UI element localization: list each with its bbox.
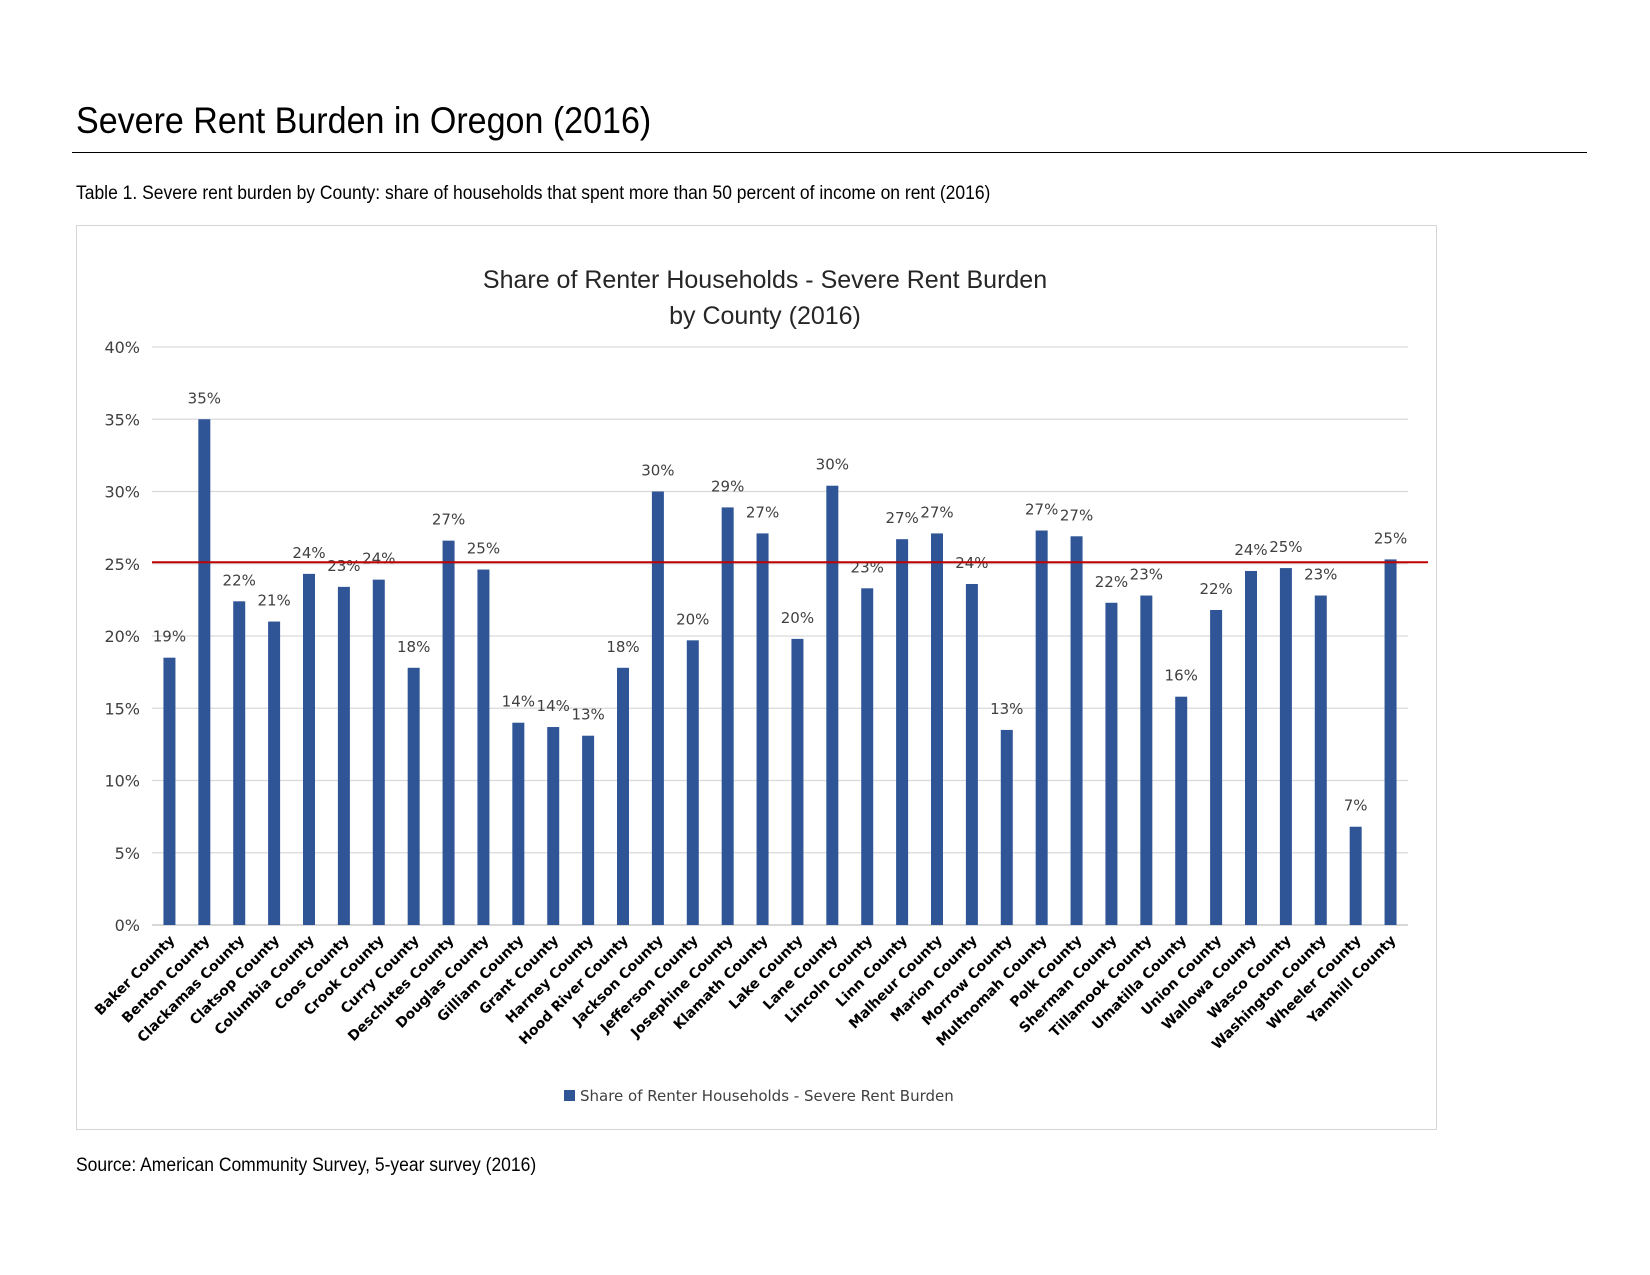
page-title: Severe Rent Burden in Oregon (2016) — [76, 100, 652, 141]
data-label: 22% — [1095, 573, 1128, 591]
data-label: 24% — [1234, 541, 1267, 559]
data-label: 35% — [188, 389, 221, 407]
table-caption: Table 1. Severe rent burden by County: s… — [76, 183, 991, 204]
bar — [1384, 559, 1397, 925]
y-tick-label: 5% — [115, 844, 140, 863]
bar — [442, 540, 455, 925]
data-label: 14% — [502, 693, 535, 711]
data-label: 19% — [153, 628, 186, 646]
bar — [198, 419, 211, 925]
bar — [372, 579, 385, 925]
data-label: 29% — [711, 477, 744, 495]
data-label: 16% — [1165, 667, 1198, 685]
y-tick-label: 20% — [104, 627, 140, 646]
bar — [163, 657, 176, 925]
bar — [1035, 530, 1048, 925]
bar — [1349, 826, 1362, 925]
bar — [1105, 602, 1118, 925]
bar — [756, 533, 769, 925]
data-label: 22% — [1199, 580, 1232, 598]
y-tick-label: 15% — [104, 699, 140, 718]
chart-title: Share of Renter Households - Severe Rent… — [310, 262, 1220, 334]
bar — [233, 601, 246, 925]
y-tick-label: 25% — [104, 555, 140, 574]
y-tick-label: 10% — [104, 772, 140, 791]
data-label: 23% — [851, 558, 884, 576]
source-note: Source: American Community Survey, 5-yea… — [76, 1155, 537, 1176]
data-label: 18% — [397, 638, 430, 656]
chart-title-line-1: Share of Renter Households - Severe Rent… — [482, 266, 1048, 294]
data-label: 25% — [467, 540, 500, 558]
bar — [407, 667, 420, 925]
data-label: 20% — [781, 609, 814, 627]
bar — [582, 735, 595, 925]
bar — [1245, 570, 1257, 925]
data-label: 23% — [327, 557, 360, 575]
bar — [1000, 729, 1013, 925]
legend-swatch — [564, 1090, 575, 1101]
bar — [512, 722, 525, 925]
bar — [337, 586, 350, 925]
title-divider — [72, 152, 1587, 153]
chart-frame — [76, 225, 1437, 1130]
data-label: 27% — [432, 511, 465, 529]
bar — [686, 640, 699, 925]
data-label: 25% — [1374, 529, 1407, 547]
y-tick-label: 0% — [115, 916, 140, 935]
bar — [721, 507, 734, 925]
data-label: 24% — [292, 544, 325, 562]
bar — [931, 533, 943, 925]
data-label: 20% — [676, 610, 709, 628]
data-label: 7% — [1344, 797, 1368, 815]
y-tick-label: 30% — [104, 483, 140, 502]
bar — [268, 621, 281, 925]
data-label: 21% — [257, 592, 290, 610]
data-label: 13% — [571, 706, 604, 724]
data-label: 27% — [920, 503, 953, 521]
data-label: 27% — [746, 503, 779, 521]
bar — [791, 638, 804, 925]
bar — [1140, 595, 1153, 925]
data-label: 30% — [816, 456, 849, 474]
data-label: 22% — [223, 571, 256, 589]
data-label: 25% — [1269, 538, 1302, 556]
data-label: 27% — [1025, 501, 1058, 519]
bar — [547, 727, 560, 925]
bar — [477, 569, 490, 925]
chart-title-line-2: by County (2016) — [669, 302, 861, 330]
bar — [965, 583, 978, 925]
bar — [303, 573, 315, 925]
data-label: 13% — [990, 700, 1023, 718]
bar — [861, 588, 874, 925]
y-tick-label: 40% — [104, 338, 140, 357]
data-label: 23% — [1304, 566, 1337, 584]
bar — [1210, 609, 1223, 925]
bar — [896, 539, 909, 925]
data-label: 18% — [606, 638, 639, 656]
data-label: 24% — [362, 550, 395, 568]
data-label: 30% — [641, 462, 674, 480]
bar — [1314, 595, 1327, 925]
bar — [651, 491, 664, 925]
data-label: 23% — [1130, 566, 1163, 584]
bar — [617, 667, 629, 925]
data-label: 27% — [885, 509, 918, 527]
bar — [1070, 536, 1083, 925]
bar — [826, 485, 839, 925]
legend-label: Share of Renter Households - Severe Rent… — [580, 1087, 954, 1105]
data-label: 14% — [537, 697, 570, 715]
y-tick-label: 35% — [104, 410, 140, 429]
data-label: 27% — [1060, 506, 1093, 524]
bar — [1279, 568, 1292, 925]
bar — [1175, 696, 1188, 925]
